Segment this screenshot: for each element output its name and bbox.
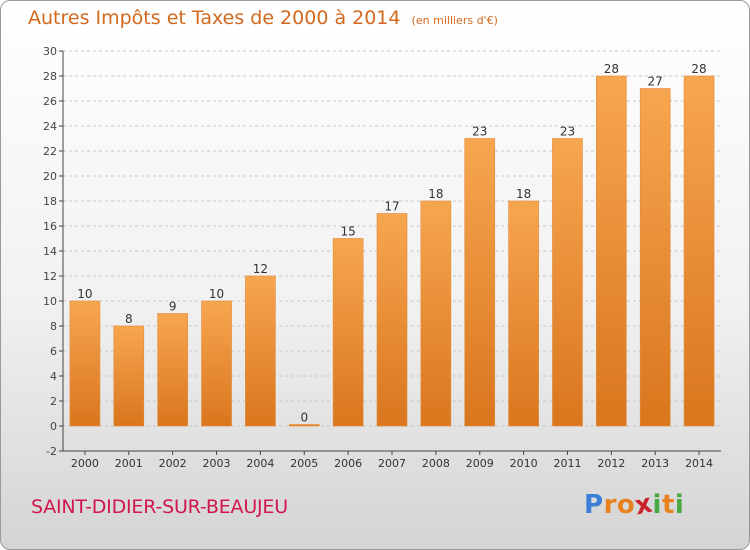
bar-2014 <box>683 75 715 427</box>
data-label-2000: 10 <box>77 287 92 301</box>
bar-2000 <box>69 300 101 427</box>
x-tick-label-2010: 2010 <box>510 457 538 470</box>
proxiti-logo[interactable]: Proxiti <box>584 489 685 522</box>
data-label-2011: 23 <box>560 125 575 139</box>
x-tick-label-2009: 2009 <box>466 457 494 470</box>
logo-letter: t <box>661 490 675 520</box>
logo-letter: P <box>584 490 604 520</box>
bar-2004 <box>245 275 276 427</box>
bar-2009 <box>464 138 496 427</box>
x-tick-label-2003: 2003 <box>203 457 231 470</box>
y-tick-label: 10 <box>43 295 57 308</box>
y-tick-label: 16 <box>43 220 57 233</box>
y-tick-label: 30 <box>43 45 57 58</box>
x-tick-label-2011: 2011 <box>553 457 581 470</box>
data-label-2002: 9 <box>169 300 177 314</box>
data-label-2005: 0 <box>300 411 308 425</box>
data-label-2009: 23 <box>472 125 487 139</box>
bar-2007 <box>376 213 408 427</box>
y-tick-label: 8 <box>50 320 57 333</box>
data-label-2003: 10 <box>209 287 224 301</box>
bar-2008 <box>420 200 452 427</box>
y-tick-label: 2 <box>50 395 57 408</box>
data-label-2010: 18 <box>516 187 531 201</box>
x-tick-label-2012: 2012 <box>597 457 625 470</box>
x-tick-label-2001: 2001 <box>115 457 143 470</box>
data-labels: 10 8 9 10 12 0 15 17 18 23 18 23 28 27 28 <box>77 62 706 425</box>
chart-unit: (en milliers d'€) <box>411 14 498 27</box>
x-tick-label-2002: 2002 <box>159 457 187 470</box>
y-tick-label: 24 <box>43 120 57 133</box>
x-tick-label-2008: 2008 <box>422 457 450 470</box>
logo-letter: i <box>652 490 662 520</box>
y-tick-label: 28 <box>43 70 57 83</box>
data-label-2012: 28 <box>604 62 619 76</box>
bar-2011 <box>552 138 583 427</box>
y-tick-label: 26 <box>43 95 57 108</box>
logo-letter: r <box>603 490 617 520</box>
data-label-2004: 12 <box>253 262 268 276</box>
bar-2010 <box>508 200 539 427</box>
chart-title: Autres Impôts et Taxes de 2000 à 2014 <box>28 7 401 29</box>
x-tick-label-2013: 2013 <box>641 457 669 470</box>
commune-name: SAINT-DIDIER-SUR-BEAUJEU <box>31 496 288 518</box>
bar-2003 <box>201 300 232 427</box>
data-label-2008: 18 <box>428 187 443 201</box>
bar-2002 <box>157 313 188 427</box>
data-label-2006: 15 <box>340 225 355 239</box>
x-tick-label-2004: 2004 <box>246 457 274 470</box>
y-tick-label: 4 <box>50 370 57 383</box>
y-tick-label: 20 <box>43 170 57 183</box>
y-tick-label: 6 <box>50 345 57 358</box>
bar-2006 <box>332 238 364 427</box>
x-tick-label-2007: 2007 <box>378 457 406 470</box>
title-row: Autres Impôts et Taxes de 2000 à 2014 (e… <box>28 7 498 29</box>
data-label-2014: 28 <box>691 62 706 76</box>
data-label-2013: 27 <box>648 75 663 89</box>
x-tick-label-2014: 2014 <box>685 457 713 470</box>
y-tick-label: 14 <box>43 245 57 258</box>
y-tick-label: -2 <box>46 445 57 458</box>
x-tick-label-2000: 2000 <box>71 457 99 470</box>
bar-2012 <box>596 75 627 427</box>
y-tick-label: 22 <box>43 145 57 158</box>
bar-2013 <box>639 88 671 427</box>
y-tick-label: 0 <box>50 420 57 433</box>
y-tick-label: 12 <box>43 270 57 283</box>
data-label-2001: 8 <box>125 312 133 326</box>
bars <box>69 75 715 427</box>
x-tick-label-2006: 2006 <box>334 457 362 470</box>
data-label-2007: 17 <box>384 200 399 214</box>
logo-letter: o <box>616 490 636 520</box>
logo-letter: i <box>674 490 685 520</box>
x-tick-label-2005: 2005 <box>290 457 318 470</box>
y-tick-label: 18 <box>43 195 57 208</box>
bar-2001 <box>113 325 145 427</box>
bar-2005 <box>288 424 320 427</box>
